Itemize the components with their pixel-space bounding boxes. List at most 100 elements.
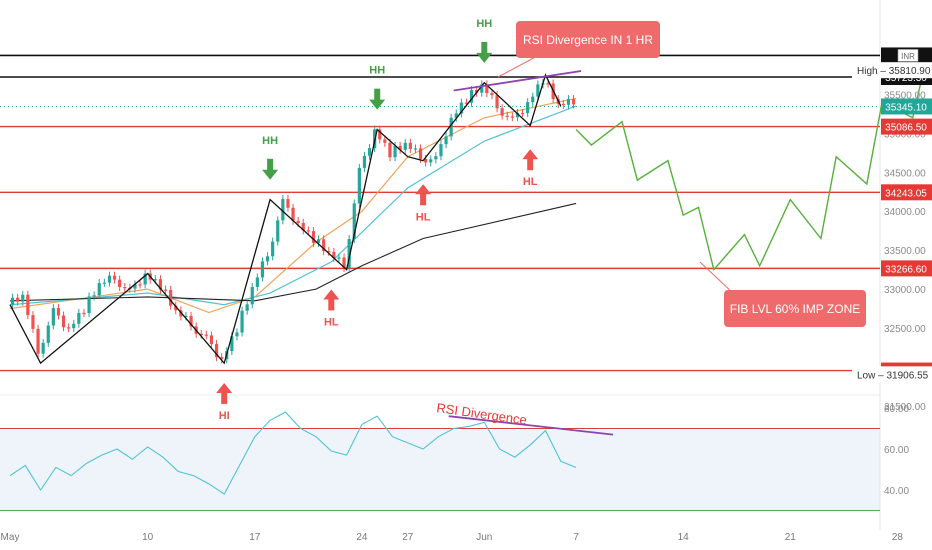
candle-body xyxy=(322,239,326,252)
candle-body xyxy=(31,315,35,329)
candle-body xyxy=(21,294,25,302)
candle-body xyxy=(153,279,157,281)
hl-label: HL xyxy=(416,211,431,223)
time-tick-label: 14 xyxy=(678,532,690,543)
candle-body xyxy=(444,136,448,145)
up-arrow-icon xyxy=(522,149,539,160)
rsi-tick-label: 40.00 xyxy=(884,486,909,497)
hl-label: HI xyxy=(219,410,230,422)
low-label-separator: – xyxy=(875,370,886,381)
candle-body xyxy=(250,286,254,305)
candle-body xyxy=(41,342,45,354)
rsi-divergence-line xyxy=(448,415,614,436)
candle-body xyxy=(281,199,285,221)
candle-body xyxy=(204,334,208,336)
currency-badge-bg xyxy=(897,49,919,62)
candle-body xyxy=(199,333,203,335)
candle-body xyxy=(408,142,412,149)
rsi-pane: RSI Divergence xyxy=(0,400,880,511)
candle-body xyxy=(169,289,173,306)
hl-marker: HL xyxy=(415,184,432,223)
candle-body xyxy=(138,284,142,286)
up-arrow-shaft xyxy=(221,391,228,404)
candle-body xyxy=(571,99,576,105)
time-tick-label: May xyxy=(1,532,20,543)
level-price-label: 33266.60 xyxy=(881,260,932,277)
candle-body xyxy=(82,312,86,315)
hh-marker: HH xyxy=(476,18,493,63)
candle-body xyxy=(123,287,127,289)
price-tick-label: 35000.00 xyxy=(884,129,926,140)
level-price-label-text: 33266.60 xyxy=(885,264,927,275)
time-tick-label: 7 xyxy=(573,532,579,543)
candle-body xyxy=(240,310,244,333)
down-arrow-shaft xyxy=(481,41,488,54)
rsi-axis[interactable]: 80.00 60.00 40.00 xyxy=(884,404,909,497)
level-price-label-text: 34243.05 xyxy=(885,188,927,199)
candle-body xyxy=(459,102,463,114)
candle-body xyxy=(163,289,168,291)
candle-body xyxy=(403,142,407,150)
callout-fib-zone-text: FIB LVL 60% IMP ZONE xyxy=(730,302,861,316)
candle-body xyxy=(413,148,418,150)
hl-label: HL xyxy=(324,316,339,328)
high-label: High – 35810.90 xyxy=(852,62,932,79)
candle-body xyxy=(143,273,147,285)
currency-badge: INR xyxy=(897,49,919,62)
up-arrow-shaft xyxy=(420,193,427,206)
candle-body xyxy=(46,325,50,343)
candle-body xyxy=(454,113,458,118)
candle-body xyxy=(495,95,499,109)
candle-body xyxy=(265,256,270,262)
swing-structure-line xyxy=(9,70,582,365)
candle-body xyxy=(306,230,310,232)
candle-body xyxy=(102,282,106,284)
high-label-text: High – 35810.90 xyxy=(857,66,931,77)
candle-body xyxy=(485,84,489,94)
candle-body xyxy=(475,89,479,93)
candle-body xyxy=(332,251,336,258)
level-price-label-bg xyxy=(881,184,932,201)
candle-body xyxy=(118,279,122,288)
moving-average-line xyxy=(9,202,577,302)
hl-marker: HI xyxy=(216,382,233,422)
candle-body xyxy=(36,328,40,354)
down-arrow-icon xyxy=(369,99,386,110)
up-arrow-icon xyxy=(415,184,432,195)
callout-rsi-divergence-1hr-text: RSI Divergence IN 1 HR xyxy=(523,33,653,47)
candle-body xyxy=(296,220,300,223)
candle-body xyxy=(271,241,275,257)
current-price-label: 35345.10 xyxy=(881,98,932,115)
level-price-label-bg xyxy=(881,260,932,277)
time-tick-label: 27 xyxy=(402,532,414,543)
down-arrow-icon xyxy=(476,52,493,63)
low-label-bg xyxy=(852,366,932,383)
candle-body xyxy=(347,239,351,268)
hh-label: HH xyxy=(476,18,492,30)
candle-body xyxy=(546,83,550,85)
price-labels: 3635723.3035086.5034243.0533266.6031955.… xyxy=(852,47,932,383)
time-axis[interactable]: May 10 17 24 27 Jun 7 14 21 28 xyxy=(1,532,904,543)
time-tick-label: 24 xyxy=(356,532,368,543)
candle-body xyxy=(67,327,71,329)
candle-body xyxy=(434,156,438,160)
up-arrow-icon xyxy=(323,289,340,300)
high-label-separator: – xyxy=(878,66,889,77)
down-arrow-shaft xyxy=(374,88,381,101)
moving-average-line xyxy=(9,105,577,306)
time-tick-label: 28 xyxy=(892,532,904,543)
price-tick-label: 32500.00 xyxy=(884,324,926,335)
candle-body xyxy=(362,155,367,168)
hl-marker: HL xyxy=(522,149,539,188)
candle-body xyxy=(92,295,96,297)
candle-body xyxy=(16,297,20,302)
hh-label: HH xyxy=(369,65,385,77)
candle-body xyxy=(367,148,372,156)
hl-marker: HL xyxy=(323,289,340,328)
candle-body xyxy=(449,117,453,137)
price-tick-label: 33500.00 xyxy=(884,246,926,257)
candle-body xyxy=(10,297,15,305)
price-divergence-line xyxy=(453,70,582,92)
candlesticks xyxy=(10,79,576,364)
candle-body xyxy=(220,357,224,360)
